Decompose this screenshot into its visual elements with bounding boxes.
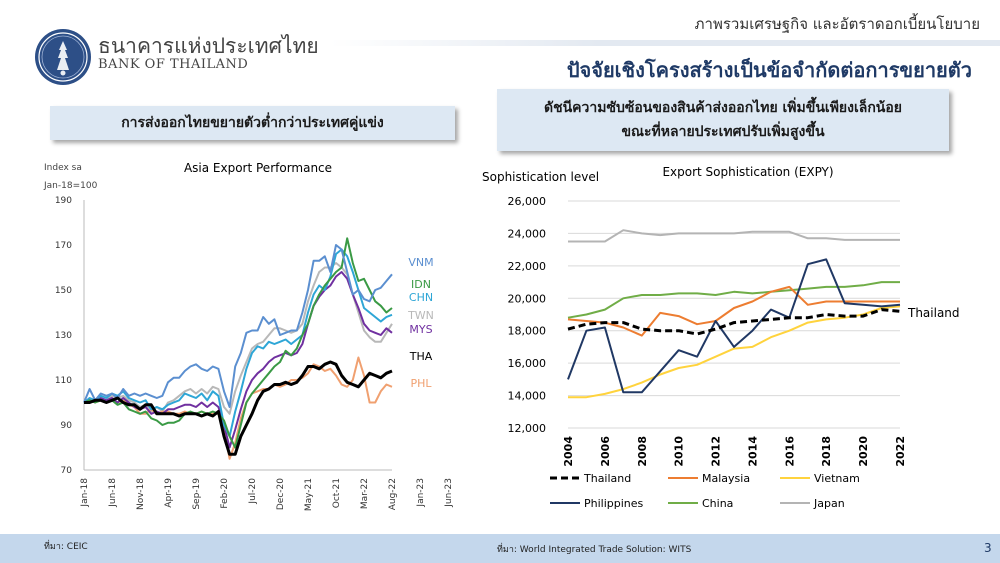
chart2-series-japan bbox=[568, 229, 900, 243]
chart2-series-vietnam bbox=[568, 305, 901, 399]
chart1-xtick-label: Jan-23 bbox=[416, 478, 426, 508]
chart1-ylabel-2: Jan-18=100 bbox=[43, 181, 98, 191]
footer-bar bbox=[0, 534, 1000, 563]
chart2-ylabel: Sophistication level bbox=[482, 170, 599, 184]
chart2-legend-label-vietnam: Vietnam bbox=[814, 472, 860, 485]
chart2-series-china bbox=[567, 281, 900, 319]
chart1-xtick-label: Jan-18 bbox=[80, 478, 90, 508]
asia-export-chart: Asia Export Performance Index sa Jan-18=… bbox=[43, 161, 454, 511]
chart2-ytick-label: 20,000 bbox=[508, 292, 547, 305]
slide-title: ปัจจัยเชิงโครงสร้างเป็นข้อจำกัดต่อการขยา… bbox=[566, 58, 972, 82]
chart1-xtick-label: Nov-18 bbox=[136, 478, 146, 510]
chart1-ylabel: Index sa bbox=[44, 163, 82, 173]
chart1-series-label-mys: MYS bbox=[409, 323, 432, 336]
chart2-ytick-label: 14,000 bbox=[508, 390, 547, 403]
chart2-series-philippines bbox=[567, 258, 901, 394]
chart1-series-label-phl: PHL bbox=[410, 377, 432, 390]
right-callout: ดัชนีความซับซ้อนของสินค้าส่งออกไทย เพิ่ม… bbox=[497, 89, 949, 151]
chart2-xtick-label: 2004 bbox=[562, 436, 575, 467]
chart2-xtick-label: 2022 bbox=[894, 436, 907, 467]
chart2-ytick-label: 22,000 bbox=[508, 260, 547, 273]
bank-seal-icon bbox=[35, 29, 91, 85]
chart2-ytick-label: 16,000 bbox=[508, 357, 547, 370]
chart2-xtick-label: 2012 bbox=[710, 436, 723, 467]
chart2-thailand-annotation: Thailand bbox=[907, 306, 960, 320]
bank-name-english: BANK OF THAILAND bbox=[98, 57, 249, 72]
chart1-xtick-label: Feb-20 bbox=[220, 478, 230, 509]
right-callout-line2: ขณะที่หลายประเทศปรับเพิ่มสูงขึ้น bbox=[621, 124, 825, 140]
chart1-ytick-label: 70 bbox=[61, 466, 73, 476]
chart1-series-tha bbox=[84, 360, 393, 456]
chart1-ytick-label: 150 bbox=[55, 286, 72, 296]
chart2-xtick-label: 2006 bbox=[599, 436, 612, 467]
chart2-xtick-label: 2014 bbox=[746, 436, 759, 467]
chart2-xtick-label: 2016 bbox=[783, 436, 796, 467]
chart1-series-label-tha: THA bbox=[409, 350, 433, 363]
chart2-legend-label-malaysia: Malaysia bbox=[702, 472, 750, 485]
chart1-series-idn bbox=[83, 237, 393, 449]
chart1-xtick-label: Apr-19 bbox=[164, 478, 174, 508]
right-callout-line1: ดัชนีความซับซ้อนของสินค้าส่งออกไทย เพิ่ม… bbox=[544, 100, 902, 116]
chart2-title: Export Sophistication (EXPY) bbox=[662, 165, 833, 179]
chart1-series-twn bbox=[83, 262, 393, 415]
export-sophistication-chart: Export Sophistication (EXPY) Sophisticat… bbox=[482, 165, 960, 510]
chart1-ytick-label: 170 bbox=[55, 241, 72, 251]
chart2-legend-label-china: China bbox=[702, 497, 733, 510]
chart1-series-chn bbox=[83, 248, 393, 438]
chart2-ytick-label: 12,000 bbox=[508, 422, 547, 435]
chart1-series-label-idn: IDN bbox=[411, 278, 431, 291]
left-source-note: ที่มา: CEIC bbox=[44, 542, 88, 552]
chart2-ytick-label: 24,000 bbox=[508, 227, 547, 240]
chart2-ytick-label: 26,000 bbox=[508, 195, 547, 208]
chart1-title: Asia Export Performance bbox=[184, 161, 332, 175]
chart1-ytick-label: 190 bbox=[55, 196, 72, 206]
chart2-series-malaysia bbox=[567, 285, 900, 337]
chart2-xtick-label: 2018 bbox=[820, 436, 833, 467]
chart1-xtick-label: Oct-21 bbox=[332, 478, 342, 508]
chart1-series-label-chn: CHN bbox=[409, 291, 433, 304]
left-callout: การส่งออกไทยขยายตัวต่ำกว่าประเทศคู่แข่ง bbox=[50, 106, 455, 140]
header-divider bbox=[330, 40, 1000, 46]
chart1-xtick-label: Jun-23 bbox=[444, 478, 454, 508]
chart1-xtick-label: May-21 bbox=[304, 478, 314, 511]
chart1-xtick-label: Jul-20 bbox=[248, 478, 258, 505]
bank-name-thai: ธนาคารแห่งประเทศไทย bbox=[98, 34, 319, 58]
chart2-ytick-label: 18,000 bbox=[508, 325, 547, 338]
chart1-series-vnm bbox=[83, 244, 393, 408]
right-source-note: ที่มา: World Integrated Trade Solution: … bbox=[497, 545, 692, 555]
chart1-series-label-vnm: VNM bbox=[408, 256, 433, 269]
page-number: 3 bbox=[984, 541, 992, 555]
chart1-ytick-label: 90 bbox=[61, 421, 73, 431]
chart2-series-thailand bbox=[567, 308, 901, 336]
chart2-legend-label-thailand: Thailand bbox=[583, 472, 631, 485]
chart1-xtick-label: Dec-20 bbox=[276, 478, 286, 510]
chart2-xtick-label: 2008 bbox=[636, 436, 649, 467]
chart2-xtick-label: 2020 bbox=[857, 436, 870, 467]
chart1-ytick-label: 130 bbox=[55, 331, 72, 341]
chart1-xtick-label: Aug-22 bbox=[388, 478, 398, 510]
chart1-xtick-label: Jun-18 bbox=[108, 478, 118, 508]
chart1-ytick-label: 110 bbox=[55, 376, 72, 386]
section-title: ภาพรวมเศรษฐกิจ และอัตราดอกเบี้ยนโยบาย bbox=[694, 15, 980, 33]
chart1-xtick-label: Sep-19 bbox=[192, 478, 202, 510]
chart2-xtick-label: 2010 bbox=[673, 436, 686, 467]
chart2-legend-label-philippines: Philippines bbox=[584, 497, 644, 510]
chart2-legend-label-japan: Japan bbox=[813, 497, 845, 510]
chart1-xtick-label: Mar-22 bbox=[360, 478, 370, 509]
chart1-series-label-twn: TWN bbox=[407, 309, 434, 322]
